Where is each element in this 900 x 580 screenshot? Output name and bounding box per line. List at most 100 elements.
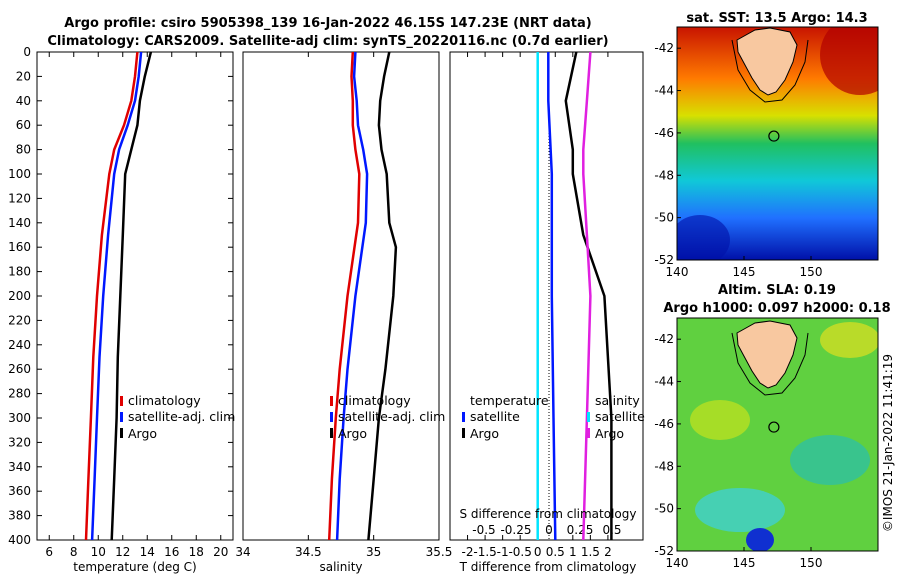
depth-tick-label: 80 [16,143,31,157]
depth-tick-label: 220 [8,313,31,327]
map-lat-label: -42 [654,332,674,346]
depth-tick-label: 20 [16,69,31,83]
difference-axes [449,51,644,541]
depth-tick-label: 320 [8,435,31,449]
map-lat-label: -50 [654,211,674,225]
depth-tick-label: 140 [8,216,31,230]
x-tick-label: 35.5 [426,545,453,559]
sla-map-title-line2: Argo h1000: 0.097 h2000: 0.18 [663,301,890,316]
map-lat-label: -48 [654,168,674,182]
sla-low-eddy [746,528,774,551]
sla-patch-yellow [690,400,750,440]
sst-map-title: sat. SST: 13.5 Argo: 14.3 [686,11,867,26]
line-climatology [84,52,139,540]
sla-map-title-line1: Altim. SLA: 0.19 [718,283,836,298]
depth-tick-label: 120 [8,191,31,205]
x-tick-label: -0.5 [508,545,531,559]
x-tick-label: 1 [569,545,577,559]
x-tick-label: 34 [235,545,250,559]
x-tick-label: 2 [604,545,612,559]
x-tick-label: 16 [164,545,179,559]
depth-tick-label: 260 [8,362,31,376]
x-tick-label: 35 [366,545,381,559]
x-tick-label: -2 [462,545,474,559]
figure-title-line1: Argo profile: csiro 5905398_139 16-Jan-2… [64,16,591,31]
line-temperature-argo [564,52,613,540]
sst-bathymetry-contour [731,39,809,103]
legend-swatch-temp-satellite [462,412,465,422]
depth-tick-label: 360 [8,484,31,498]
legend-label-sal-argo: Argo [595,426,624,441]
x-tick-label: 8 [70,545,78,559]
temperature-tick-labels: 6 8 10 12 14 16 18 20 [45,52,228,559]
map-lon-label: 145 [733,556,756,570]
depth-tick-label: 280 [8,387,31,401]
legend-label-argo: Argo [128,426,157,441]
map-lat-label: -46 [654,126,674,140]
sla-high-patch [820,322,878,358]
line-argo [367,52,398,540]
x-tick-label: 20 [213,545,228,559]
s-difference-tick-label: -0.25 [500,523,531,537]
line-satellite-adj-clim [335,52,369,540]
depth-tick-label: 0 [23,45,31,59]
sst-map-tick-labels: 140 145 150 -42 -44 -46 -48 -50 -52 [654,41,822,279]
sst-cold-patch [677,215,730,260]
legend-label-climatology: climatology [128,393,201,408]
legend-label-satellite: satellite-adj. clim [128,409,235,424]
line-climatology [327,52,361,540]
depth-tick-label: 380 [8,509,31,523]
x-tick-label: 0.5 [546,545,565,559]
sla-patch-teal [790,435,870,485]
x-tick-label: 0 [534,545,542,559]
legend-swatch-argo [120,428,123,438]
argo-position-marker [768,130,780,142]
x-tick-label: 6 [45,545,53,559]
sst-warm-patch [820,27,878,95]
x-tick-label: 12 [115,545,130,559]
salinity-legend: climatology satellite-adj. clim Argo [330,393,445,441]
legend-swatch-satellite [120,412,123,422]
sla-bathymetry-contour [731,332,809,396]
legend-label-sal-satellite: satellite [595,409,645,424]
legend-swatch-temp-argo [462,428,465,438]
x-tick-label: 1.5 [581,545,600,559]
x-tick-label: -1.5 [473,545,496,559]
difference-legend-right: salinity satellite Argo [587,393,645,441]
legend-title-temperature: temperature [470,393,549,408]
legend-label-temp-argo: Argo [470,426,499,441]
depth-tick-label: 400 [8,533,31,547]
map-lat-label: -42 [654,41,674,55]
imos-credit: ©IMOS 21-Jan-2022 11:41:19 [881,354,895,532]
salinity-xlabel: salinity [319,560,362,574]
t-difference-tick-labels: -2 -1.5 -1 -0.5 0 0.5 1 1.5 2 [462,52,612,559]
legend-label-satellite: satellite-adj. clim [338,409,445,424]
legend-label-argo: Argo [338,426,367,441]
line-argo [110,52,153,540]
temperature-axes [36,51,234,541]
map-lon-label: 140 [666,265,689,279]
map-lon-label: 150 [800,556,823,570]
temperature-lines [84,52,153,540]
x-tick-label: 18 [189,545,204,559]
legend-swatch-argo [330,428,333,438]
salinity-lines [327,52,398,540]
salinity-tick-labels: 34 34.5 35 35.5 [235,52,452,559]
map-lat-label: -50 [654,502,674,516]
depth-tick-label: 160 [8,240,31,254]
difference-lines [536,52,613,540]
depth-tick-label: 60 [16,118,31,132]
sla-patch-cyan [695,488,785,532]
legend-swatch-climatology [120,396,123,406]
map-lat-label: -46 [654,417,674,431]
map-lon-label: 145 [733,265,756,279]
sla-map-frame [676,317,879,552]
temperature-legend: climatology satellite-adj. clim Argo [120,393,235,441]
sst-map-frame [676,26,879,261]
map-lat-label: -44 [654,375,674,389]
depth-tick-label: 300 [8,411,31,425]
x-tick-label: 10 [91,545,106,559]
s-difference-tick-label: 0.25 [567,523,594,537]
map-lat-label: -48 [654,459,674,473]
